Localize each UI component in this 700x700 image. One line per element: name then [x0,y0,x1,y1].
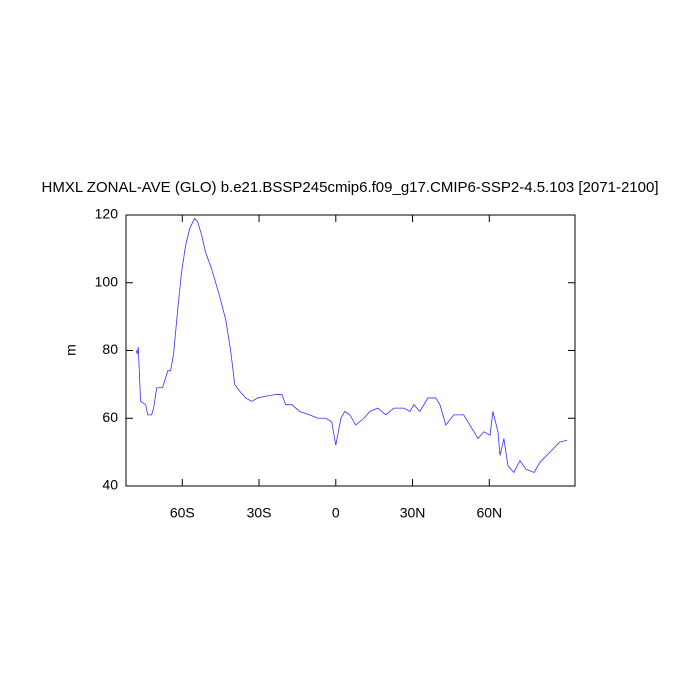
x-tick-label: 30N [400,505,426,521]
y-tick-label: 60 [102,409,118,425]
y-tick-label: 120 [95,206,119,222]
chart-title: HMXL ZONAL-AVE (GLO) b.e21.BSSP245cmip6.… [42,179,659,196]
x-tick-label: 60N [476,505,502,521]
x-tick-label: 60S [170,505,195,521]
data-line [135,217,568,474]
y-tick-label: 100 [95,273,119,289]
plot-frame [125,214,576,487]
y-tick-label: 40 [102,477,118,493]
x-tick-label: 30S [247,505,272,521]
y-tick-label: 80 [102,341,118,357]
y-axis-label: m [63,344,79,356]
x-tick-label: 0 [332,505,340,521]
